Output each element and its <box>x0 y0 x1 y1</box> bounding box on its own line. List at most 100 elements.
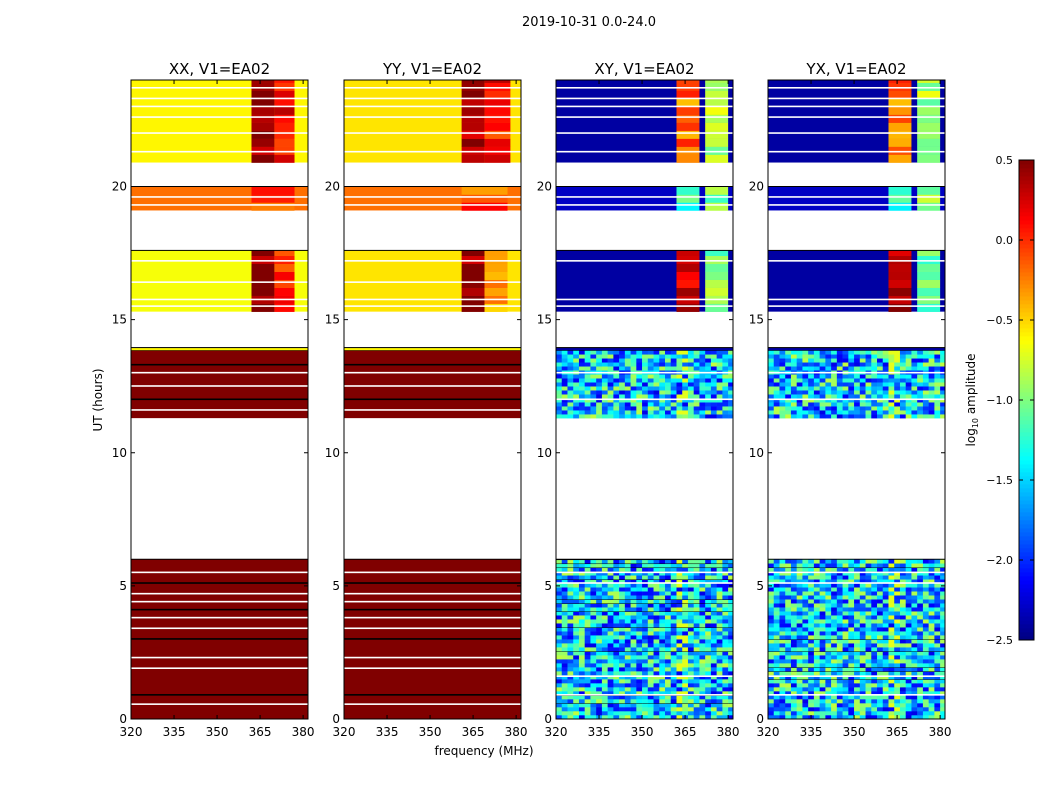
heatmap-cell <box>567 374 574 379</box>
heatmap-hotspot <box>274 303 295 312</box>
heatmap-cell <box>934 583 941 588</box>
heatmap-cell <box>693 362 700 367</box>
heatmap-cell <box>567 579 574 584</box>
heatmap-cell <box>911 659 918 664</box>
heatmap-cell <box>905 366 912 371</box>
heatmap-cell <box>716 414 723 419</box>
colorbar-segment <box>1019 600 1034 605</box>
heatmap-cell <box>813 366 820 371</box>
heatmap-cell <box>705 394 712 399</box>
heatmap-cell <box>813 619 820 624</box>
heatmap-cell <box>928 711 935 716</box>
heatmap-cell <box>773 394 780 399</box>
heatmap-cell <box>670 410 677 415</box>
heatmap-cell <box>905 410 912 415</box>
heatmap-cell <box>647 571 654 576</box>
heatmap-cell <box>584 699 591 704</box>
heatmap-cell <box>601 635 608 640</box>
heatmap-cell <box>722 599 729 604</box>
heatmap-cell <box>877 591 884 596</box>
heatmap-cell <box>619 567 626 572</box>
heatmap-cell <box>836 623 843 628</box>
heatmap-cell <box>613 711 620 716</box>
heatmap-cell <box>928 386 935 391</box>
heatmap-cell <box>911 687 918 692</box>
heatmap-cell <box>911 350 918 355</box>
heatmap-cell <box>561 575 568 580</box>
heatmap-cell <box>848 707 855 712</box>
heatmap-cell <box>578 659 585 664</box>
heatmap-cell <box>773 699 780 704</box>
heatmap-cell <box>819 362 826 367</box>
heatmap-cell <box>624 671 631 676</box>
heatmap-cell <box>710 647 717 652</box>
heatmap-cell <box>813 386 820 391</box>
heatmap-cell <box>813 382 820 387</box>
heatmap-hotspot <box>705 80 729 83</box>
heatmap-cell <box>888 358 895 363</box>
heatmap-cell <box>865 687 872 692</box>
heatmap-cell <box>922 402 929 407</box>
heatmap-cell <box>899 559 906 564</box>
heatmap-cell <box>928 374 935 379</box>
heatmap-cell <box>710 362 717 367</box>
heatmap-cell <box>607 627 614 632</box>
heatmap-cell <box>705 675 712 680</box>
heatmap-cell <box>894 679 901 684</box>
heatmap-hotspot <box>461 303 485 312</box>
heatmap-cell <box>710 699 717 704</box>
heatmap-cell <box>934 619 941 624</box>
heatmap-cell <box>836 382 843 387</box>
heatmap-cell <box>728 410 733 415</box>
heatmap-cell <box>705 635 712 640</box>
heatmap-cell <box>665 354 672 359</box>
heatmap-cell <box>659 699 666 704</box>
heatmap-cell <box>607 571 614 576</box>
heatmap-cell <box>934 623 941 628</box>
heatmap-cell <box>556 366 563 371</box>
heatmap-cell <box>796 398 803 403</box>
heatmap-cell <box>785 567 792 572</box>
heatmap-band <box>768 80 945 163</box>
heatmap-cell <box>888 390 895 395</box>
heatmap-cell <box>728 679 733 684</box>
heatmap-cell <box>705 623 712 628</box>
heatmap-cell <box>716 354 723 359</box>
heatmap-cell <box>899 587 906 592</box>
heatmap-cell <box>796 374 803 379</box>
heatmap-cell <box>911 599 918 604</box>
heatmap-cell <box>831 354 838 359</box>
heatmap-cell <box>768 691 775 696</box>
heatmap-cell <box>894 603 901 608</box>
heatmap-cell <box>659 623 666 628</box>
heatmap-cell <box>578 406 585 411</box>
heatmap-cell <box>825 406 832 411</box>
heatmap-hotspot <box>888 106 912 115</box>
heatmap-cell <box>624 402 631 407</box>
heatmap-cell <box>894 354 901 359</box>
heatmap-cell <box>813 691 820 696</box>
heatmap-cell <box>911 715 918 719</box>
heatmap-cell <box>871 667 878 672</box>
heatmap-cell <box>882 382 889 387</box>
heatmap-cell <box>642 374 649 379</box>
colorbar-segment <box>1019 172 1034 177</box>
heatmap-cell <box>687 647 694 652</box>
heatmap-cell <box>699 567 706 572</box>
heatmap-cell <box>779 647 786 652</box>
heatmap-hotspot <box>676 154 700 163</box>
heatmap-cell <box>607 623 614 628</box>
heatmap-cell <box>831 679 838 684</box>
heatmap-cell <box>728 699 733 704</box>
heatmap-cell <box>934 603 941 608</box>
heatmap-cell <box>578 402 585 407</box>
heatmap-cell <box>561 683 568 688</box>
heatmap-cell <box>865 647 872 652</box>
colorbar-segment <box>1019 276 1034 281</box>
heatmap-cell <box>699 563 706 568</box>
heatmap-cell <box>584 651 591 656</box>
heatmap-cell <box>607 711 614 716</box>
heatmap-cell <box>790 683 797 688</box>
heatmap-cell <box>578 715 585 719</box>
heatmap-cell <box>911 575 918 580</box>
